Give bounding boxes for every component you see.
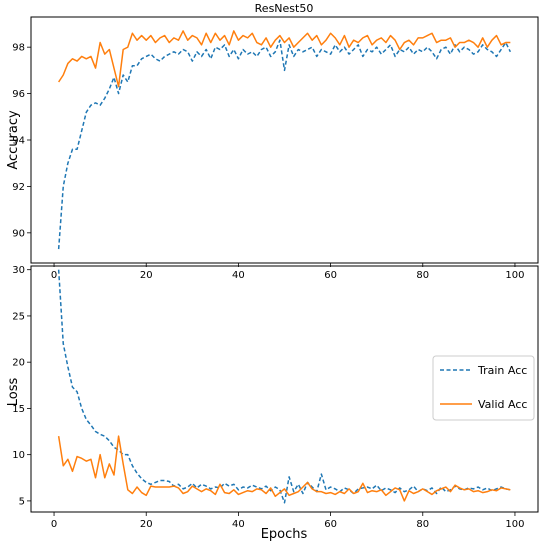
y-tick-label: 5 bbox=[19, 496, 25, 507]
plot-title: ResNest50 bbox=[255, 2, 314, 15]
x-axis-title: Epochs bbox=[261, 527, 308, 542]
axes-frame-loss bbox=[30, 265, 539, 513]
x-tick-label: 60 bbox=[324, 519, 337, 530]
x-tick-label: 0 bbox=[51, 270, 57, 281]
x-tick-label: 0 bbox=[51, 519, 57, 530]
plot-area-accuracy: 0 20 40 60 80 100 90 92 94 96 98 bbox=[12, 30, 525, 281]
y-tick-label: 10 bbox=[12, 450, 25, 461]
x-tick-label: 20 bbox=[140, 270, 153, 281]
accuracy-panel: ResNest50 Accuracy 0 20 40 60 80 100 90 92 94 96 9… bbox=[6, 2, 539, 281]
series-line-train-acc bbox=[57, 39, 512, 250]
series-line-valid-acc bbox=[58, 30, 511, 88]
x-tick-label: 20 bbox=[140, 519, 153, 530]
legend-label-train-acc: Train Acc bbox=[477, 364, 527, 377]
y-tick-label: 90 bbox=[12, 228, 25, 239]
y-tick-label: 30 bbox=[12, 265, 25, 276]
y-axis-title: Loss bbox=[6, 378, 21, 407]
y-tick-label: 98 bbox=[12, 43, 25, 54]
y-tick-label: 92 bbox=[12, 182, 25, 193]
x-tick-label: 60 bbox=[324, 270, 337, 281]
y-tick-label: 20 bbox=[12, 358, 25, 369]
y-tick-label: 96 bbox=[12, 89, 25, 100]
legend: Train Acc Valid Acc bbox=[432, 355, 535, 421]
y-axis-title: Accuracy bbox=[6, 110, 21, 170]
x-tick-label: 40 bbox=[232, 519, 245, 530]
y-tick-label: 94 bbox=[12, 136, 25, 147]
plot-area-loss: 0 20 40 60 80 100 5 10 15 20 25 30 bbox=[12, 265, 524, 530]
x-tick-label: 100 bbox=[505, 270, 524, 281]
y-tick-label: 25 bbox=[12, 311, 25, 322]
axes-frame-accuracy bbox=[30, 16, 539, 264]
x-tick-label: 100 bbox=[505, 519, 524, 530]
x-tick-label: 80 bbox=[416, 270, 429, 281]
loss-panel: Loss Epochs 0 20 40 60 80 100 5 10 15 20 25 30 Trai… bbox=[6, 265, 539, 542]
x-tick-label: 40 bbox=[232, 270, 245, 281]
series-line-valid-acc bbox=[57, 435, 511, 502]
legend-label-valid-acc: Valid Acc bbox=[478, 398, 527, 411]
y-tick-label: 15 bbox=[12, 404, 25, 415]
x-tick-label: 80 bbox=[416, 519, 429, 530]
